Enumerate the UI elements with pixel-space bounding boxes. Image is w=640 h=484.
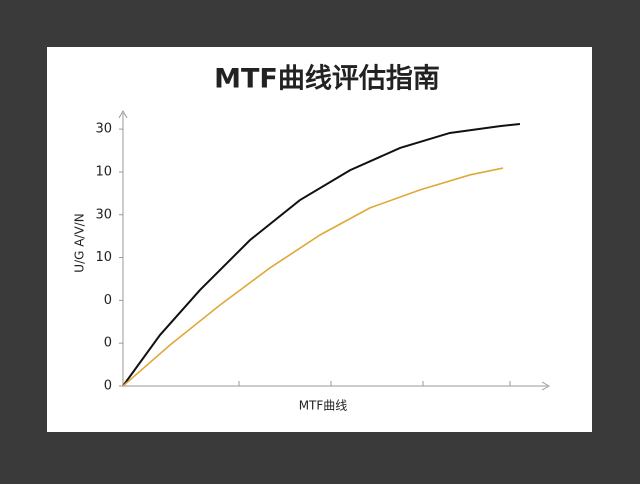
axis-arrow [541,381,551,391]
line [122,122,521,387]
card [47,47,592,432]
y-tick-label: 0 [104,379,112,394]
y-tick-label: 30 [95,122,112,137]
y-tick-label: 10 [95,164,112,179]
line [122,167,504,387]
x-tick-marks [238,381,511,386]
y-axis-label: U/G A/V/N [73,213,87,272]
y-tick-label: 30 [95,207,112,222]
y-tick-label: 0 [104,336,112,351]
x-axis-label: MTF曲线 [299,399,348,413]
chart-title: MTF曲线评估指南 [214,64,440,95]
y-tick-label: 0 [104,293,112,308]
y-tick-label: 10 [95,250,112,265]
axis-arrow [118,109,128,119]
